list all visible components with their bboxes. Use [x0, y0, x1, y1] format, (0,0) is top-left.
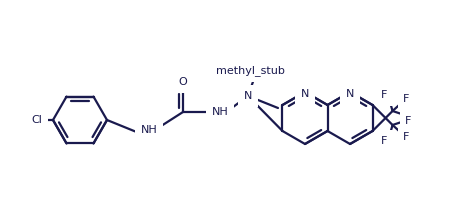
Text: F: F	[403, 94, 410, 104]
Text: F: F	[381, 136, 388, 146]
Text: N: N	[301, 89, 309, 99]
Text: NH: NH	[141, 125, 157, 135]
Text: F: F	[381, 90, 388, 100]
Text: N: N	[244, 91, 252, 101]
Text: NH: NH	[212, 107, 228, 117]
Text: O: O	[179, 77, 187, 87]
Text: methyl_stub: methyl_stub	[216, 66, 285, 76]
Text: N: N	[346, 89, 354, 99]
Text: F: F	[405, 116, 412, 126]
Text: Cl: Cl	[31, 115, 42, 125]
Text: F: F	[403, 132, 410, 142]
Text: F: F	[405, 110, 412, 120]
